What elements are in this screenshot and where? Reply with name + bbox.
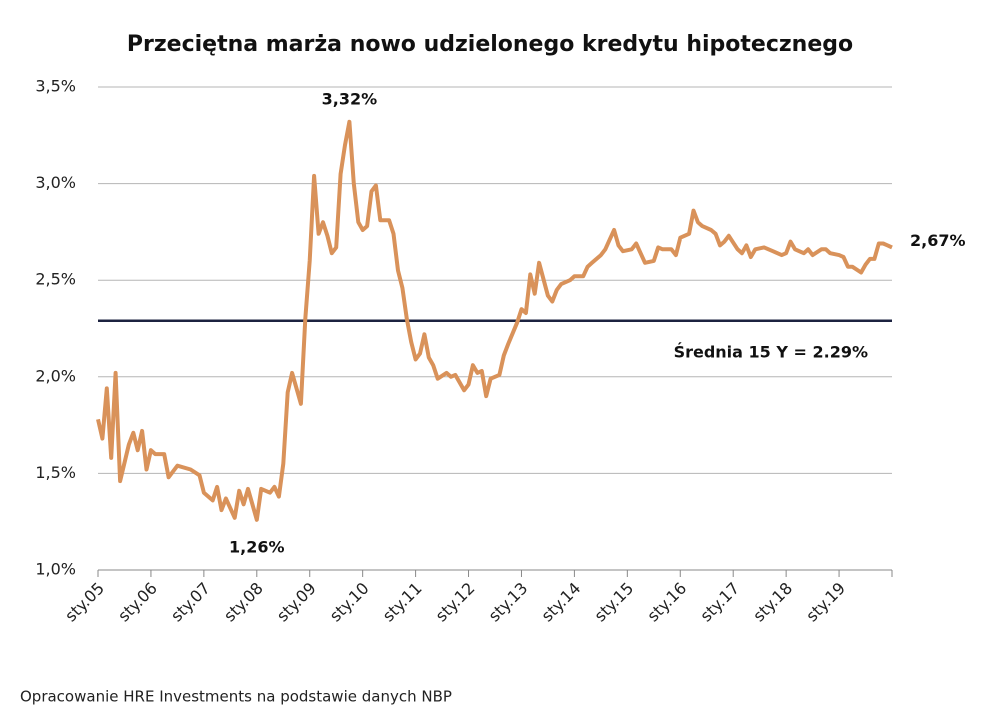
annotation: 2,67% [910,231,966,250]
y-tick-label: 3,5% [35,77,76,96]
y-tick-label: 1,5% [35,463,76,482]
x-tick-label: sty.12 [432,579,479,626]
x-tick-label: sty.07 [167,579,214,626]
y-tick-label: 1,0% [35,560,76,579]
x-tick-label: sty.09 [273,579,320,626]
x-tick-label: sty.15 [590,579,637,626]
x-tick-label: sty.17 [696,579,743,626]
x-tick-label: sty.06 [114,579,161,626]
x-tick-label: sty.11 [379,579,426,626]
data-line [96,119,893,522]
x-tick-label: sty.19 [802,579,849,626]
annotation: 1,26% [229,537,285,556]
x-tick-label: sty.16 [643,579,690,626]
x-tick-label: sty.13 [485,579,532,626]
source-note: Opracowanie HRE Investments na podstawie… [20,688,452,706]
y-tick-label: 2,5% [35,270,76,289]
x-tick-label: sty.05 [61,579,108,626]
annotation: 3,32% [322,89,378,108]
chart-title: Przeciętna marża nowo udzielonego kredyt… [127,32,853,57]
x-tick-label: sty.14 [538,579,585,626]
x-tick-label: sty.10 [326,579,373,626]
x-tick-label: sty.18 [749,579,796,626]
y-tick-label: 3,0% [35,173,76,192]
average-label: Średnia 15 Y = 2.29% [674,342,868,361]
x-tick-label: sty.08 [220,579,267,626]
y-tick-label: 2,0% [35,366,76,385]
